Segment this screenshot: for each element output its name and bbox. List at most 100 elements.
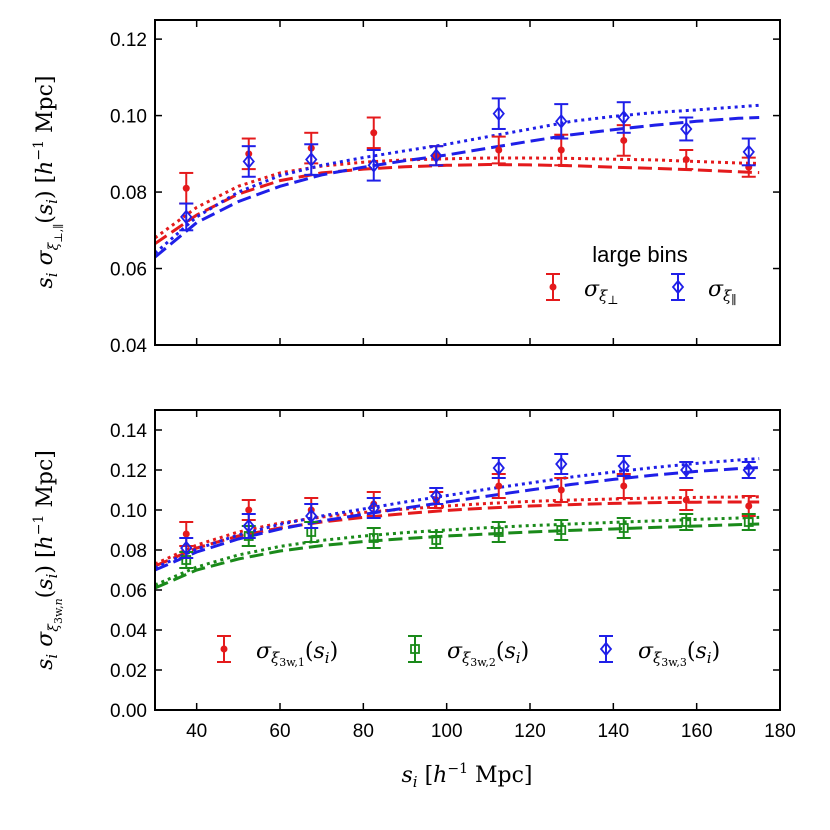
- marker-diamond: [617, 458, 630, 474]
- data-point: [429, 145, 444, 167]
- y-tick-label: 0.00: [110, 701, 147, 722]
- y-tick-label: 0.04: [110, 336, 147, 357]
- data-point: [366, 116, 381, 150]
- marker-diamond: [617, 110, 630, 125]
- model-line-dashed: [155, 466, 760, 572]
- legend-entry-sigma-3w-3: σξ3w,3(si): [599, 635, 720, 669]
- marker-square: [431, 535, 442, 545]
- y-tick-label: 0.04: [110, 621, 147, 642]
- bottom-axes: 0.00 0.02 0.04 0.06 0.08 0.10 0.12 0.14 40 60 80 10…: [110, 410, 796, 742]
- marker-circle: [682, 156, 690, 164]
- model-line-dashed: [155, 500, 760, 568]
- marker-diamond: [305, 508, 318, 524]
- marker-circle: [495, 482, 503, 490]
- marker-diamond: [242, 518, 255, 534]
- marker-circle: [182, 530, 190, 538]
- marker-circle: [745, 502, 753, 510]
- legend-entry-sigma-xi-perp: σξ⊥: [546, 273, 619, 307]
- marker-square: [618, 523, 629, 533]
- marker-circle: [620, 136, 628, 144]
- top-panel: 0.04 0.06 0.08 0.10 0.12 si σξ⊥,∥(si) [h−1 M…: [31, 19, 781, 357]
- bottom-legend: σξ3w,1(si) σξ3w,2(si) σξ3w,3(si): [217, 635, 720, 669]
- legend-entry-sigma-3w-1: σξ3w,1(si): [217, 635, 338, 669]
- top-data-points: [179, 97, 756, 232]
- top-axes: 0.04 0.06 0.08 0.10 0.12: [110, 20, 781, 357]
- data-point: [554, 477, 569, 503]
- marker-diamond: [492, 106, 505, 122]
- marker-diamond: [492, 460, 505, 476]
- marker-circle: [557, 146, 565, 154]
- marker-circle: [495, 146, 503, 154]
- x-tick-label: 160: [681, 721, 713, 742]
- marker-square: [493, 527, 504, 537]
- model-line-dotted: [155, 103, 760, 255]
- y-tick-label: 0.10: [110, 501, 147, 522]
- x-tick-label: 60: [269, 721, 290, 742]
- x-tick-label: 80: [353, 721, 374, 742]
- marker-diamond: [742, 462, 755, 478]
- data-point: [616, 517, 631, 539]
- data-point: [679, 149, 694, 171]
- legend-entry-sigma-xi-par: σξ∥: [671, 273, 737, 307]
- data-point: [741, 513, 756, 531]
- marker-diamond: [680, 462, 693, 478]
- data-point: [429, 531, 444, 549]
- x-tick-label: 100: [431, 721, 463, 742]
- data-point: [491, 521, 506, 543]
- model-line-dotted: [155, 457, 760, 570]
- data-point: [679, 116, 694, 142]
- marker-diamond: [742, 144, 755, 160]
- data-point: [304, 503, 319, 529]
- legend-label-sigma-xi-perp: σξ⊥: [584, 277, 619, 307]
- marker-square: [743, 517, 754, 527]
- data-point: [179, 202, 194, 232]
- model-line-dotted: [155, 156, 760, 240]
- bottom-plot-frame: [154, 409, 781, 711]
- marker-circle: [370, 129, 378, 137]
- top-model-curves: [155, 103, 760, 259]
- model-line-dashed: [155, 162, 760, 245]
- top-legend: large bins σξ⊥ σξ∥: [546, 242, 737, 307]
- marker-diamond: [180, 540, 193, 556]
- data-point: [241, 513, 256, 539]
- data-point: [241, 499, 256, 521]
- data-point: [491, 97, 506, 130]
- data-point: [366, 527, 381, 549]
- marker-diamond: [680, 121, 693, 137]
- legend-label-sigma-3w-3: σξ3w,3(si): [638, 639, 720, 669]
- model-line-dashed: [155, 522, 760, 590]
- bottom-data-points: [179, 453, 756, 569]
- data-point: [554, 453, 569, 475]
- data-point: [179, 171, 194, 205]
- data-point: [429, 487, 444, 505]
- data-point: [179, 537, 194, 559]
- marker-circle: [620, 482, 628, 490]
- x-axis-label: si [h−1 Mpc]: [401, 761, 532, 791]
- data-point: [679, 461, 694, 479]
- legend-entry-sigma-3w-2: σξ3w,2(si): [408, 635, 529, 669]
- y-tick-label: 0.06: [110, 581, 147, 602]
- top-plot-frame: [154, 19, 781, 346]
- data-point: [741, 461, 756, 479]
- marker-diamond: [180, 209, 193, 225]
- marker-diamond: [242, 154, 255, 169]
- data-point: [616, 455, 631, 477]
- marker-circle: [557, 486, 565, 494]
- legend-label-sigma-3w-1: σξ3w,1(si): [256, 639, 338, 669]
- legend-title: large bins: [592, 242, 687, 267]
- marker-circle: [182, 184, 190, 192]
- y-tick-label: 0.12: [110, 30, 147, 51]
- x-tick-label: 120: [514, 721, 546, 742]
- data-point: [491, 457, 506, 479]
- y-tick-label: 0.02: [110, 661, 147, 682]
- marker-square: [681, 517, 692, 527]
- data-point: [304, 143, 319, 176]
- data-point: [554, 103, 569, 140]
- x-tick-label: 40: [186, 721, 207, 742]
- x-tick-label: 180: [764, 721, 796, 742]
- y-tick-label: 0.08: [110, 183, 147, 204]
- marker-circle: [682, 496, 690, 504]
- data-point: [366, 149, 381, 182]
- marker-diamond: [555, 456, 568, 472]
